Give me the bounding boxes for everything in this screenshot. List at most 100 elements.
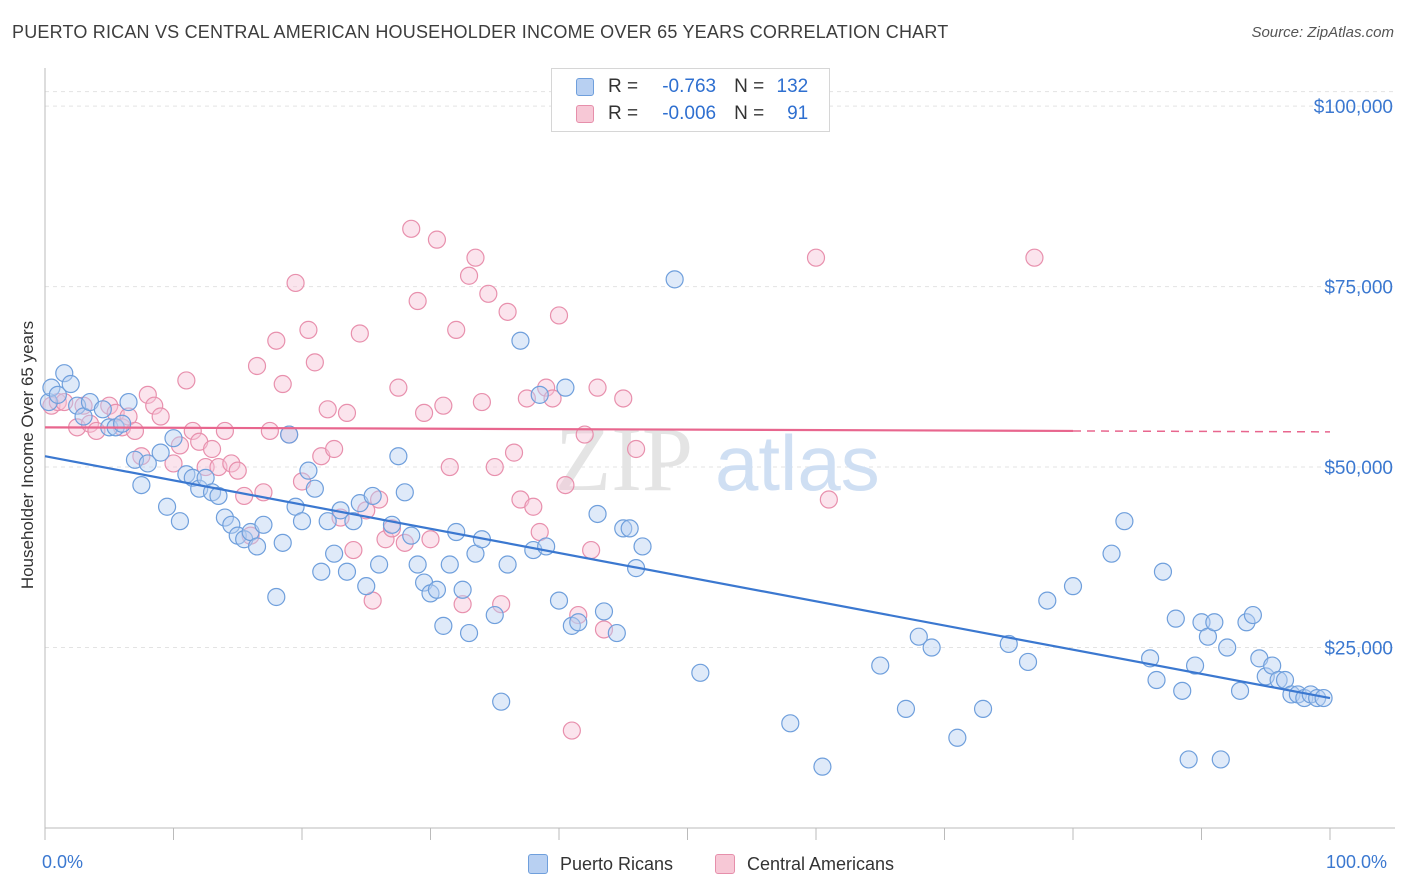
legend-n-label: N = (734, 76, 765, 97)
puerto-ricans-point (318, 512, 337, 531)
central-americans-point (421, 530, 440, 549)
y-tick-label: $50,000 (1324, 458, 1393, 479)
central-americans-points (42, 219, 1044, 740)
bottom-legend-swatch-blue (528, 854, 548, 874)
central-americans-point (151, 407, 170, 426)
x-tick-max: 100.0% (1326, 852, 1388, 872)
puerto-ricans-point (325, 544, 344, 563)
puerto-ricans-point (1314, 688, 1333, 708)
puerto-ricans-point (1038, 591, 1057, 610)
puerto-ricans-point (344, 512, 363, 531)
puerto-ricans-point (1147, 670, 1166, 690)
central-americans-point (614, 389, 633, 408)
puerto-ricans-point (363, 486, 382, 506)
central-americans-point (492, 595, 511, 614)
puerto-ricans-point (973, 699, 993, 718)
puerto-ricans-point (312, 562, 331, 581)
puerto-ricans-point (633, 537, 652, 556)
central-americans-point (389, 378, 408, 397)
central-americans-point (350, 324, 369, 343)
legend-n-value: 91 (787, 103, 809, 124)
puerto-ricans-point (511, 331, 530, 350)
central-americans-point (164, 454, 183, 473)
y-tick-label: $75,000 (1324, 278, 1393, 299)
watermark: ZIP atlas (555, 408, 880, 510)
puerto-ricans-point (93, 400, 112, 419)
central-americans-point (402, 219, 421, 238)
bottom-legend-label: Puerto Ricans (560, 853, 674, 874)
puerto-ricans-point (1243, 605, 1263, 625)
x-tick-min: 0.0% (42, 852, 84, 872)
puerto-ricans-point (588, 504, 607, 524)
puerto-ricans-point (1205, 613, 1224, 632)
central-americans-point (440, 457, 459, 477)
central-americans-point (556, 475, 575, 495)
puerto-ricans-point (408, 555, 427, 574)
puerto-ricans-point (492, 692, 511, 711)
puerto-ricans-point (607, 623, 626, 643)
central-americans-point (498, 302, 517, 321)
puerto-ricans-point (370, 555, 389, 574)
central-americans-point (537, 378, 556, 397)
central-americans-point (459, 266, 479, 285)
legend-r-value: -0.006 (662, 103, 717, 124)
puerto-ricans-point (781, 714, 800, 733)
puerto-ricans-point (614, 519, 633, 538)
central-americans-point (453, 595, 472, 614)
central-americans-trend-line (44, 426, 1074, 433)
central-americans-point (626, 439, 646, 459)
legend-row-central-americans: R = -0.006 N = 91 (576, 102, 808, 126)
central-americans-point (202, 439, 222, 459)
puerto-ricans-point (569, 613, 588, 632)
puerto-ricans-point (556, 378, 575, 397)
puerto-ricans-point (1218, 638, 1237, 657)
puerto-ricans-point (549, 591, 569, 610)
puerto-ricans-point (61, 374, 80, 394)
central-americans-point (479, 284, 498, 303)
watermark-zip: ZIP (555, 408, 693, 510)
puerto-ricans-point (254, 515, 273, 534)
legend-swatch-blue (576, 78, 594, 96)
puerto-ricans-trend-line (44, 455, 1331, 700)
puerto-ricans-point (440, 555, 459, 574)
central-americans-point (395, 533, 414, 552)
puerto-ricans-point (337, 562, 357, 581)
central-americans-trend-extension (1072, 430, 1331, 433)
bottom-legend-label: Central Americans (747, 853, 895, 874)
puerto-ricans-point (1153, 562, 1173, 581)
central-americans-point (305, 353, 324, 372)
central-americans-point (325, 439, 344, 459)
puerto-ricans-point (813, 757, 832, 776)
central-americans-point (183, 421, 202, 441)
puerto-ricans-point (267, 587, 286, 607)
puerto-ricans-point (1179, 750, 1198, 769)
puerto-ricans-point (42, 378, 61, 397)
puerto-ricans-point (691, 663, 710, 682)
legend-r-value: -0.763 (662, 76, 717, 97)
puerto-ricans-point (459, 623, 479, 643)
puerto-ricans-point (55, 364, 74, 383)
puerto-ricans-point (530, 385, 549, 404)
legend-r-label: R = (608, 76, 639, 97)
puerto-ricans-point (1230, 681, 1250, 700)
puerto-ricans-point (896, 699, 916, 718)
puerto-ricans-point (434, 616, 453, 635)
puerto-ricans-point (453, 580, 472, 599)
puerto-ricans-point (1063, 577, 1083, 596)
central-americans-point (273, 374, 292, 394)
puerto-ricans-point (1102, 544, 1121, 563)
central-americans-point (260, 421, 279, 441)
source-label: Source: ZipAtlas.com (1251, 24, 1394, 41)
y-tick-label: $25,000 (1324, 639, 1393, 660)
puerto-ricans-point (157, 497, 177, 516)
puerto-ricans-point (620, 519, 639, 538)
puerto-ricans-point (948, 728, 967, 747)
central-americans-point (504, 443, 524, 462)
central-americans-point (582, 540, 601, 560)
puerto-ricans-point (1166, 609, 1185, 628)
bottom-legend-central-americans: Central Americans (715, 852, 894, 876)
central-americans-point (588, 378, 607, 397)
central-americans-point (286, 273, 305, 293)
y-tick-label: $100,000 (1314, 97, 1393, 118)
legend-r-label: R = (608, 103, 639, 124)
